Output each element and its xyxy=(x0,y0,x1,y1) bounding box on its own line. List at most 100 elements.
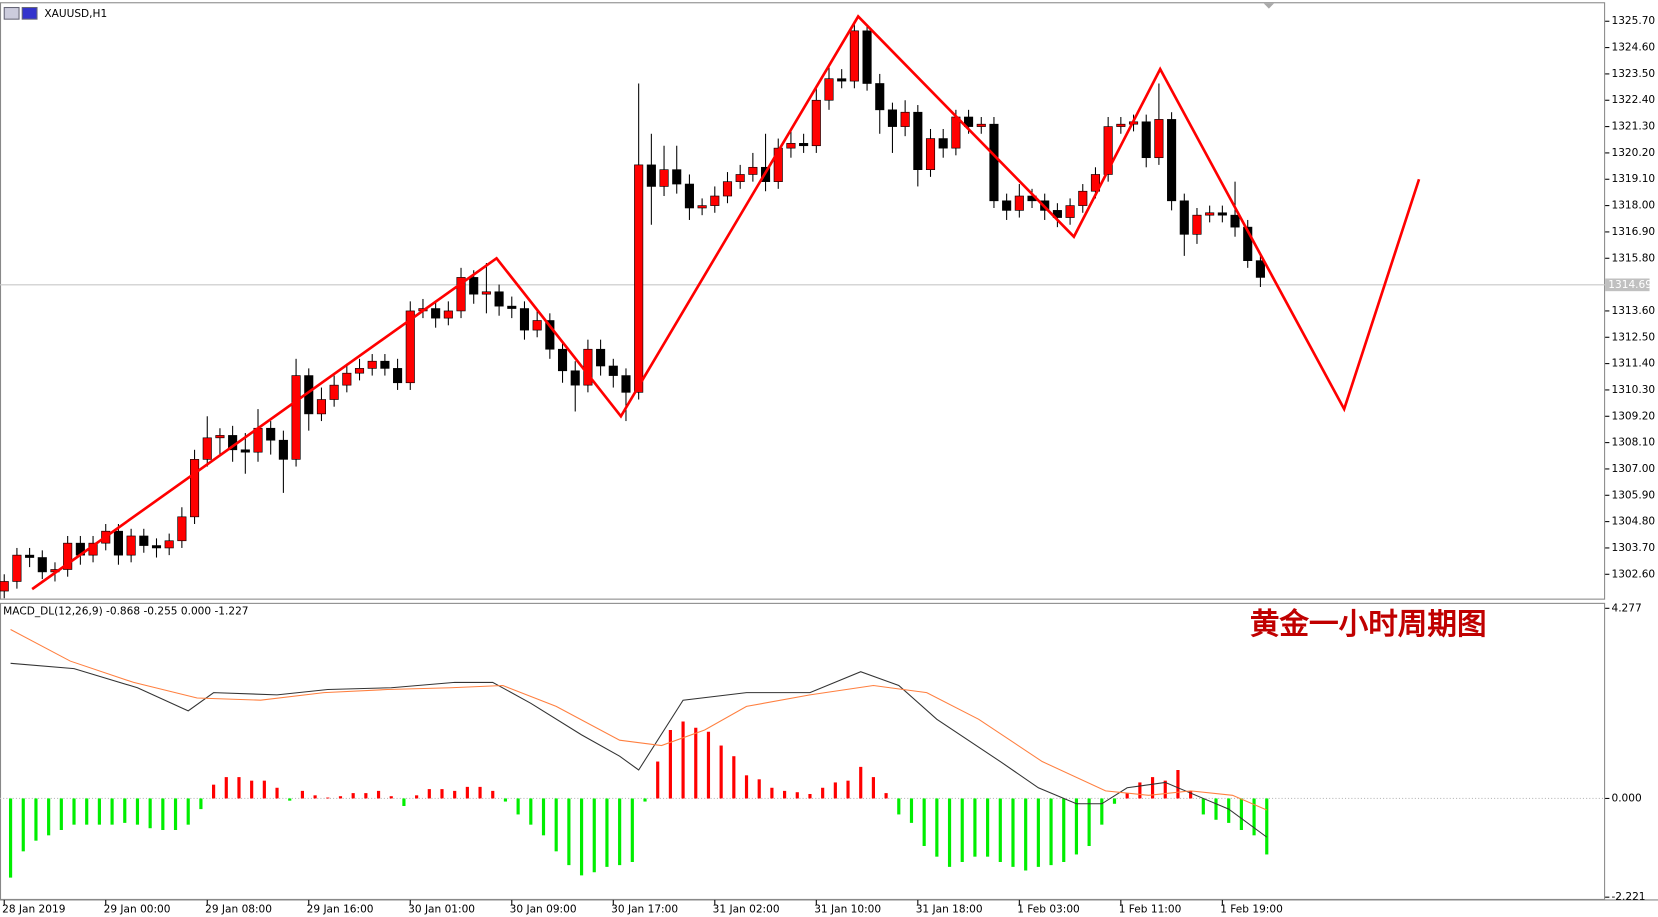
candle-body xyxy=(316,399,326,415)
y-tick-label: 1307.00 xyxy=(1611,463,1655,475)
candle-body xyxy=(697,205,707,209)
y-tick-label: 1311.40 xyxy=(1611,358,1655,370)
candle-body xyxy=(634,164,644,393)
candle-body xyxy=(63,542,73,570)
x-tick-label: 1 Feb 19:00 xyxy=(1220,903,1283,915)
y-tick-label: 1318.00 xyxy=(1611,200,1655,212)
candle-body xyxy=(393,368,403,384)
y-tick-label: 1325.70 xyxy=(1611,15,1655,27)
x-tick-label: 31 Jan 02:00 xyxy=(713,903,780,915)
candle-body xyxy=(989,123,999,202)
y-tick-label: 1319.10 xyxy=(1611,173,1655,185)
y-tick-label: 1302.60 xyxy=(1611,568,1655,580)
candle-body xyxy=(1243,226,1253,261)
candle-body xyxy=(151,545,162,549)
candle-body xyxy=(519,308,530,331)
current-price-label: 1314.69 xyxy=(1608,279,1652,291)
candle-body xyxy=(367,360,377,369)
candle-body xyxy=(1205,212,1215,216)
candle-body xyxy=(25,554,35,558)
candle-body xyxy=(837,78,847,82)
shift-marker xyxy=(1263,3,1275,9)
x-tick-label: 1 Feb 03:00 xyxy=(1017,903,1080,915)
zigzag-line xyxy=(31,14,1421,591)
candle-body xyxy=(405,310,415,384)
candle-body xyxy=(887,109,897,127)
candle-body xyxy=(684,183,694,209)
candle-body xyxy=(1078,190,1088,206)
x-tick-label: 29 Jan 16:00 xyxy=(307,903,374,915)
x-tick-label: 1 Feb 11:00 xyxy=(1119,903,1182,915)
y-tick-label: 1322.40 xyxy=(1611,94,1655,106)
x-tick-label: 29 Jan 00:00 xyxy=(104,903,171,915)
y-tick-label: 4.277 xyxy=(1611,602,1641,614)
y-tick-label: 1316.90 xyxy=(1611,226,1655,238)
candle-body xyxy=(1141,121,1151,159)
y-tick-label: 1304.80 xyxy=(1611,516,1655,528)
candle-body xyxy=(1116,123,1126,127)
candle-body xyxy=(849,30,859,82)
candle-body xyxy=(938,138,948,149)
candle-body xyxy=(0,581,9,592)
candle-body xyxy=(1065,205,1075,218)
candle-body xyxy=(113,530,123,556)
candle-body xyxy=(1217,212,1227,216)
y-tick-label: 1313.60 xyxy=(1611,305,1655,317)
candle-body xyxy=(481,291,491,295)
x-tick-label: 30 Jan 17:00 xyxy=(611,903,678,915)
candle-body xyxy=(532,320,542,331)
candle-body xyxy=(913,111,923,170)
candle-body xyxy=(862,30,872,84)
candle-body xyxy=(1230,214,1240,228)
indicator-line xyxy=(10,629,1267,811)
y-tick-label: 1321.30 xyxy=(1611,121,1655,133)
candle-body xyxy=(177,516,187,542)
candle-body xyxy=(380,360,390,369)
candle-body xyxy=(1179,200,1189,235)
candle-body xyxy=(925,138,936,170)
candle-body xyxy=(266,427,276,441)
candle-body xyxy=(431,308,441,319)
macd-panel xyxy=(0,602,1606,900)
candle-body xyxy=(799,143,809,147)
candle-body xyxy=(190,459,200,518)
symbol-icon xyxy=(3,6,20,20)
candle-body xyxy=(1103,126,1113,175)
indicator-title: MACD_DL(12,26,9) -0.868 -0.255 0.000 -1.… xyxy=(3,605,248,617)
candle-body xyxy=(469,277,479,295)
x-tick-label: 30 Jan 01:00 xyxy=(408,903,475,915)
y-tick-label: 1320.20 xyxy=(1611,147,1655,159)
main-panel xyxy=(0,2,1606,600)
candle-body xyxy=(773,147,783,182)
x-tick-label: 31 Jan 10:00 xyxy=(814,903,881,915)
chart-title: XAUUSD,H1 xyxy=(44,8,107,20)
candle-body xyxy=(164,540,174,549)
candle-body xyxy=(735,174,745,182)
candle-body xyxy=(139,535,149,546)
candle-body xyxy=(1192,214,1202,235)
candle-body xyxy=(37,557,47,573)
current-price-box xyxy=(1605,278,1650,292)
candle-body xyxy=(1255,260,1265,278)
candle-body xyxy=(126,535,136,556)
candle-body xyxy=(570,370,580,386)
candle-body xyxy=(824,78,834,101)
candle-body xyxy=(608,365,618,376)
candle-body xyxy=(964,116,974,127)
candle-body xyxy=(494,291,504,307)
candle-body xyxy=(443,310,453,319)
candle-body xyxy=(1014,195,1024,211)
candle-body xyxy=(722,181,733,197)
candle-body xyxy=(976,123,986,127)
x-tick-label: 30 Jan 09:00 xyxy=(510,903,577,915)
candle-body xyxy=(875,83,885,111)
x-tick-label: 28 Jan 2019 xyxy=(2,903,65,915)
y-tick-label: 1315.80 xyxy=(1611,252,1655,264)
candle-body xyxy=(278,439,288,460)
candle-body xyxy=(507,305,517,309)
candle-body xyxy=(786,143,796,149)
candle-body xyxy=(1167,119,1177,202)
candle-body xyxy=(646,164,656,187)
candle-body xyxy=(215,435,225,439)
